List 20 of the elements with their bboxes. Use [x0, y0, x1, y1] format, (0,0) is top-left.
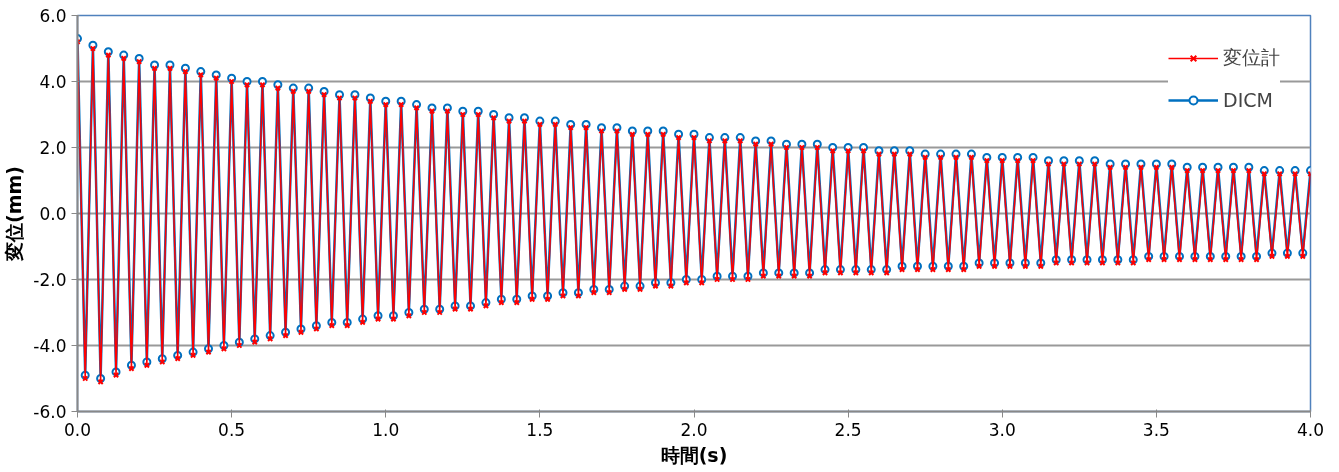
y-tick-label: -4.0 — [33, 336, 67, 356]
x-axis-title: 時間(s) — [660, 443, 728, 466]
x-tick-label: 0.0 — [63, 419, 92, 440]
x-tick-label: 1.0 — [372, 419, 400, 440]
x-tick-label: 3.5 — [1142, 419, 1170, 440]
legend-label: DICM — [1223, 89, 1273, 111]
x-tick-label: 1.5 — [526, 419, 554, 440]
y-tick-label: 4.0 — [39, 72, 67, 92]
x-tick-label: 4.0 — [1296, 419, 1325, 440]
x-tick-label: 2.0 — [680, 419, 708, 440]
legend-label: 変位計 — [1223, 45, 1280, 70]
y-tick-label: -6.0 — [33, 402, 67, 422]
x-tick-label: 2.5 — [834, 419, 862, 440]
y-tick-label: 0.0 — [39, 204, 67, 224]
x-tick-label: 3.0 — [988, 419, 1016, 440]
y-tick-label: -2.0 — [33, 270, 67, 290]
y-tick-label: 2.0 — [39, 138, 67, 158]
y-axis-title: 変位(mm) — [3, 166, 26, 262]
y-tick-label: 6.0 — [39, 6, 67, 26]
x-tick-label: 0.5 — [218, 419, 246, 440]
